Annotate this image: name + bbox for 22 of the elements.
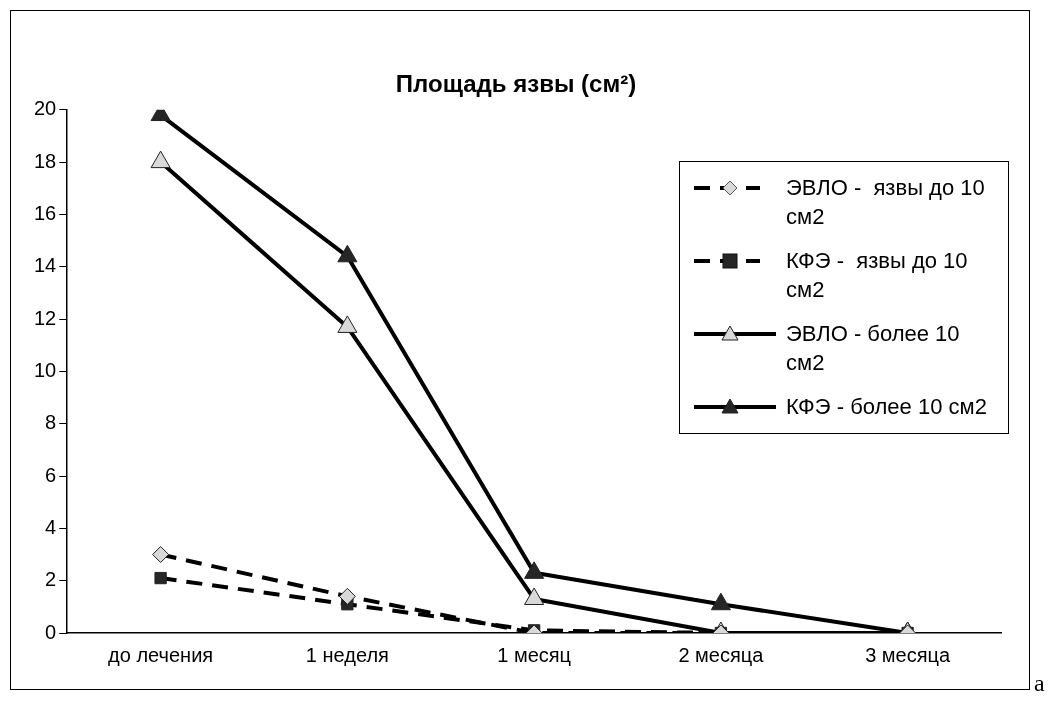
legend-label: ЭВЛО - более 10 см2 — [786, 320, 961, 377]
y-tick-label: 20 — [34, 97, 57, 120]
y-tick-label: 8 — [45, 411, 57, 434]
legend-label: ЭВЛО - язвы до 10 см2 — [786, 174, 986, 231]
text: a — [1034, 670, 1045, 697]
chart-title: Площадь язвы (см²) — [395, 70, 637, 98]
x-tick-label: 2 месяца — [678, 643, 765, 666]
y-tick-label: 16 — [34, 201, 57, 224]
legend-label: КФЭ - более 10 см2 — [786, 393, 987, 421]
x-tick-label: 1 месяц — [497, 643, 572, 666]
y-tick-label: 6 — [45, 463, 57, 486]
y-tick-label: 2 — [45, 568, 57, 591]
legend-label: КФЭ - язвы до 10 см2 — [786, 247, 969, 304]
y-tick-label: 12 — [34, 306, 57, 329]
y-tick-label: 14 — [34, 254, 57, 277]
y-tick-label: 10 — [34, 358, 57, 381]
y-tick-label: 0 — [45, 620, 57, 643]
y-tick-label: 4 — [45, 515, 57, 538]
y-tick-label: 18 — [34, 149, 57, 172]
x-tick-label: до лечения — [108, 643, 214, 666]
x-tick-label: 1 неделя — [305, 643, 389, 666]
x-tick-label: 3 месяца — [865, 643, 951, 666]
